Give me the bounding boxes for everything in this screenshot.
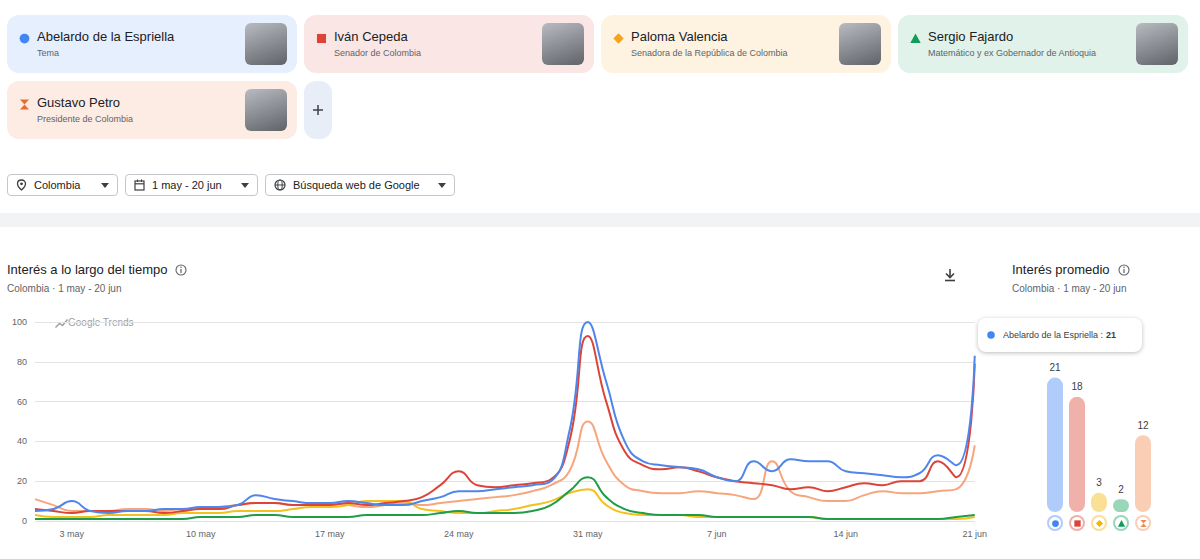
- html-text:Colombia · 1 may - 20 jun: Colombia · 1 may - 20 jun: [7, 283, 122, 294]
- html-text:Tema: Tema: [37, 48, 59, 58]
- html-text:Senadora de la República de Co: Senadora de la República de Colombia: [631, 48, 788, 58]
- svg-text:2: 2: [1118, 484, 1124, 495]
- svg-text:60: 60: [17, 397, 27, 407]
- html-text:Iván Cepeda: Iván Cepeda: [334, 29, 408, 44]
- svg-text:80: 80: [17, 357, 27, 367]
- svg-text:14 jun: 14 jun: [833, 529, 858, 539]
- svg-text:18: 18: [1071, 381, 1083, 392]
- html-text:1 may - 20 jun: 1 may - 20 jun: [152, 179, 222, 191]
- html-text:Presidente de Colombia: Presidente de Colombia: [37, 114, 134, 124]
- html-text:Interés a lo largo del tiempo: Interés a lo largo del tiempo: [7, 262, 168, 277]
- svg-text:12: 12: [1137, 420, 1149, 431]
- svg-text:100: 100: [12, 317, 27, 327]
- svg-text:3 may: 3 may: [60, 529, 85, 539]
- html-text:Paloma Valencia: Paloma Valencia: [631, 29, 728, 44]
- html-text:Interés promedio: Interés promedio: [1012, 262, 1110, 277]
- svg-text:3: 3: [1096, 477, 1102, 488]
- svg-text:Google Trends: Google Trends: [68, 316, 134, 328]
- html-text:Búsqueda web de Google: Búsqueda web de Google: [293, 179, 420, 191]
- svg-text:31 may: 31 may: [573, 529, 603, 539]
- svg-text:17 may: 17 may: [315, 529, 345, 539]
- html-text:Gustavo Petro: Gustavo Petro: [37, 95, 121, 110]
- html-text:Abelardo de la Espriella : 21: Abelardo de la Espriella : 21: [1003, 330, 1117, 340]
- html-text:Sergio Fajardo: Sergio Fajardo: [928, 29, 1014, 44]
- svg-text:21 jun: 21 jun: [962, 529, 987, 539]
- svg-text:40: 40: [17, 436, 27, 446]
- html-text:Matemático y ex Gobernador de: Matemático y ex Gobernador de Antioquia: [928, 48, 1097, 58]
- svg-text:7 jun: 7 jun: [707, 529, 727, 539]
- html-text:Colombia: Colombia: [34, 179, 81, 191]
- svg-text:0: 0: [22, 516, 27, 526]
- html-text:Abelardo de la Espriella: Abelardo de la Espriella: [37, 29, 175, 44]
- svg-text:24 may: 24 may: [444, 529, 474, 539]
- html-text:Senador de Colombia: Senador de Colombia: [334, 48, 422, 58]
- svg-text:21: 21: [1049, 362, 1061, 373]
- svg-text:20: 20: [17, 476, 27, 486]
- svg-text:10 may: 10 may: [186, 529, 216, 539]
- html-text:Colombia · 1 may - 20 jun: Colombia · 1 may - 20 jun: [1012, 283, 1127, 294]
